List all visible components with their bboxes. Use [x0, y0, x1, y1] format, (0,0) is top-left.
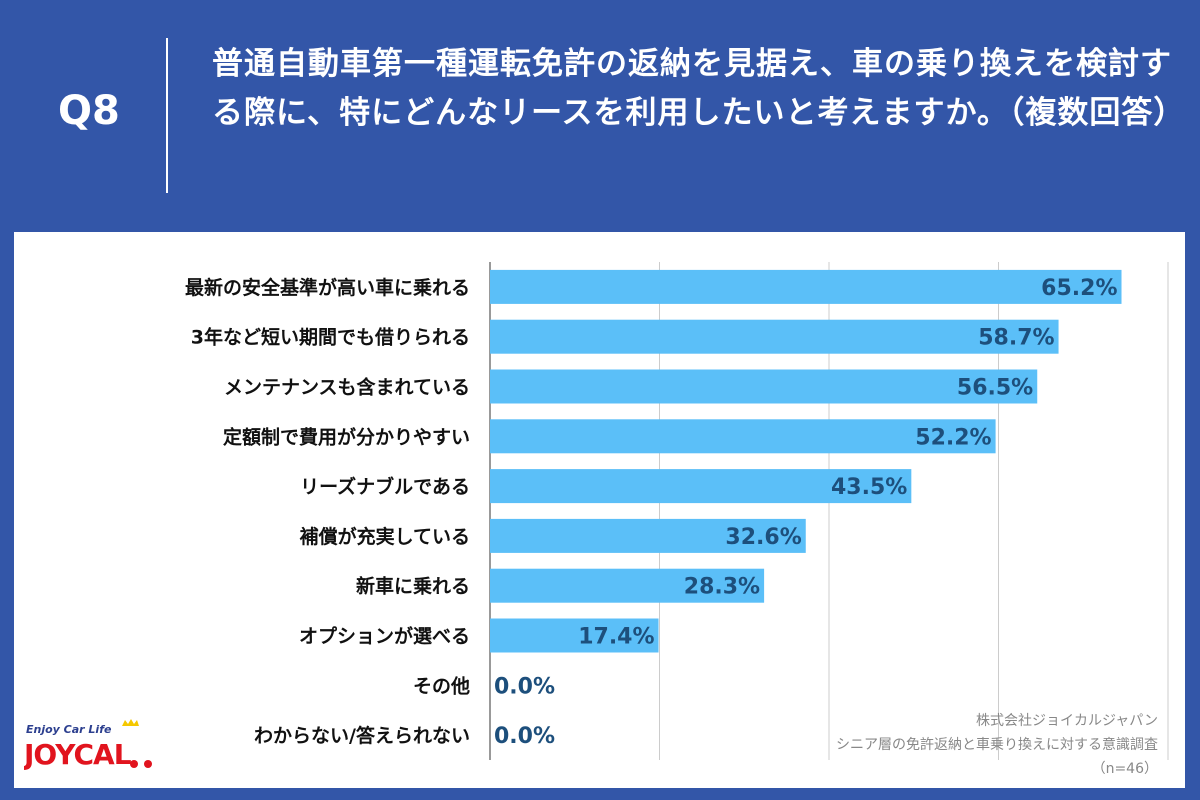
credit-survey: シニア層の免許返納と車乗り換えに対する意識調査 — [836, 737, 1158, 753]
value-label: 0.0% — [494, 724, 555, 749]
bar — [490, 319, 1059, 354]
category-label: メンテナンスも含まれている — [224, 376, 470, 399]
category-label: リーズナブルである — [300, 475, 470, 498]
bar — [490, 518, 806, 553]
bar — [490, 568, 765, 603]
category-label: 最新の安全基準が高い車に乗れる — [185, 276, 470, 299]
divider — [166, 38, 168, 193]
question-title: 普通自動車第一種運転免許の返納を見据え、車の乗り換えを検討する際に、特にどんなリ… — [212, 46, 1186, 131]
value-label: 32.6% — [725, 525, 801, 550]
bar — [490, 618, 659, 653]
bar — [490, 369, 1038, 404]
value-label: 52.2% — [915, 425, 991, 450]
value-label: 17.4% — [578, 625, 654, 650]
svg-text:JOYCAL: JOYCAL — [24, 738, 132, 770]
value-label: 65.2% — [1041, 276, 1117, 301]
joycal-logo: Enjoy Car Life JOYCAL — [24, 719, 152, 770]
category-label: 3年など短い期間でも借りられる — [191, 326, 470, 349]
credit-company: 株式会社ジョイカルジャパン — [976, 713, 1158, 729]
credit-sample-size: （n=46） — [1091, 761, 1158, 777]
category-label: その他 — [413, 674, 470, 697]
value-label: 43.5% — [831, 475, 907, 500]
value-label: 0.0% — [494, 674, 555, 699]
value-label: 56.5% — [957, 376, 1033, 401]
question-number: Q8 — [58, 88, 120, 134]
category-label: オプションが選べる — [299, 625, 470, 648]
bar — [490, 469, 912, 504]
bar — [490, 269, 1122, 304]
category-label: わからない/答えられない — [254, 724, 470, 747]
value-label: 28.3% — [684, 575, 760, 600]
bar — [490, 419, 996, 454]
category-label: 定額制で費用が分かりやすい — [223, 425, 470, 448]
category-label: 補償が充実している — [299, 525, 470, 548]
value-label: 58.7% — [978, 326, 1054, 351]
category-label: 新車に乗れる — [356, 575, 470, 598]
svg-text:Enjoy Car Life: Enjoy Car Life — [26, 723, 112, 736]
